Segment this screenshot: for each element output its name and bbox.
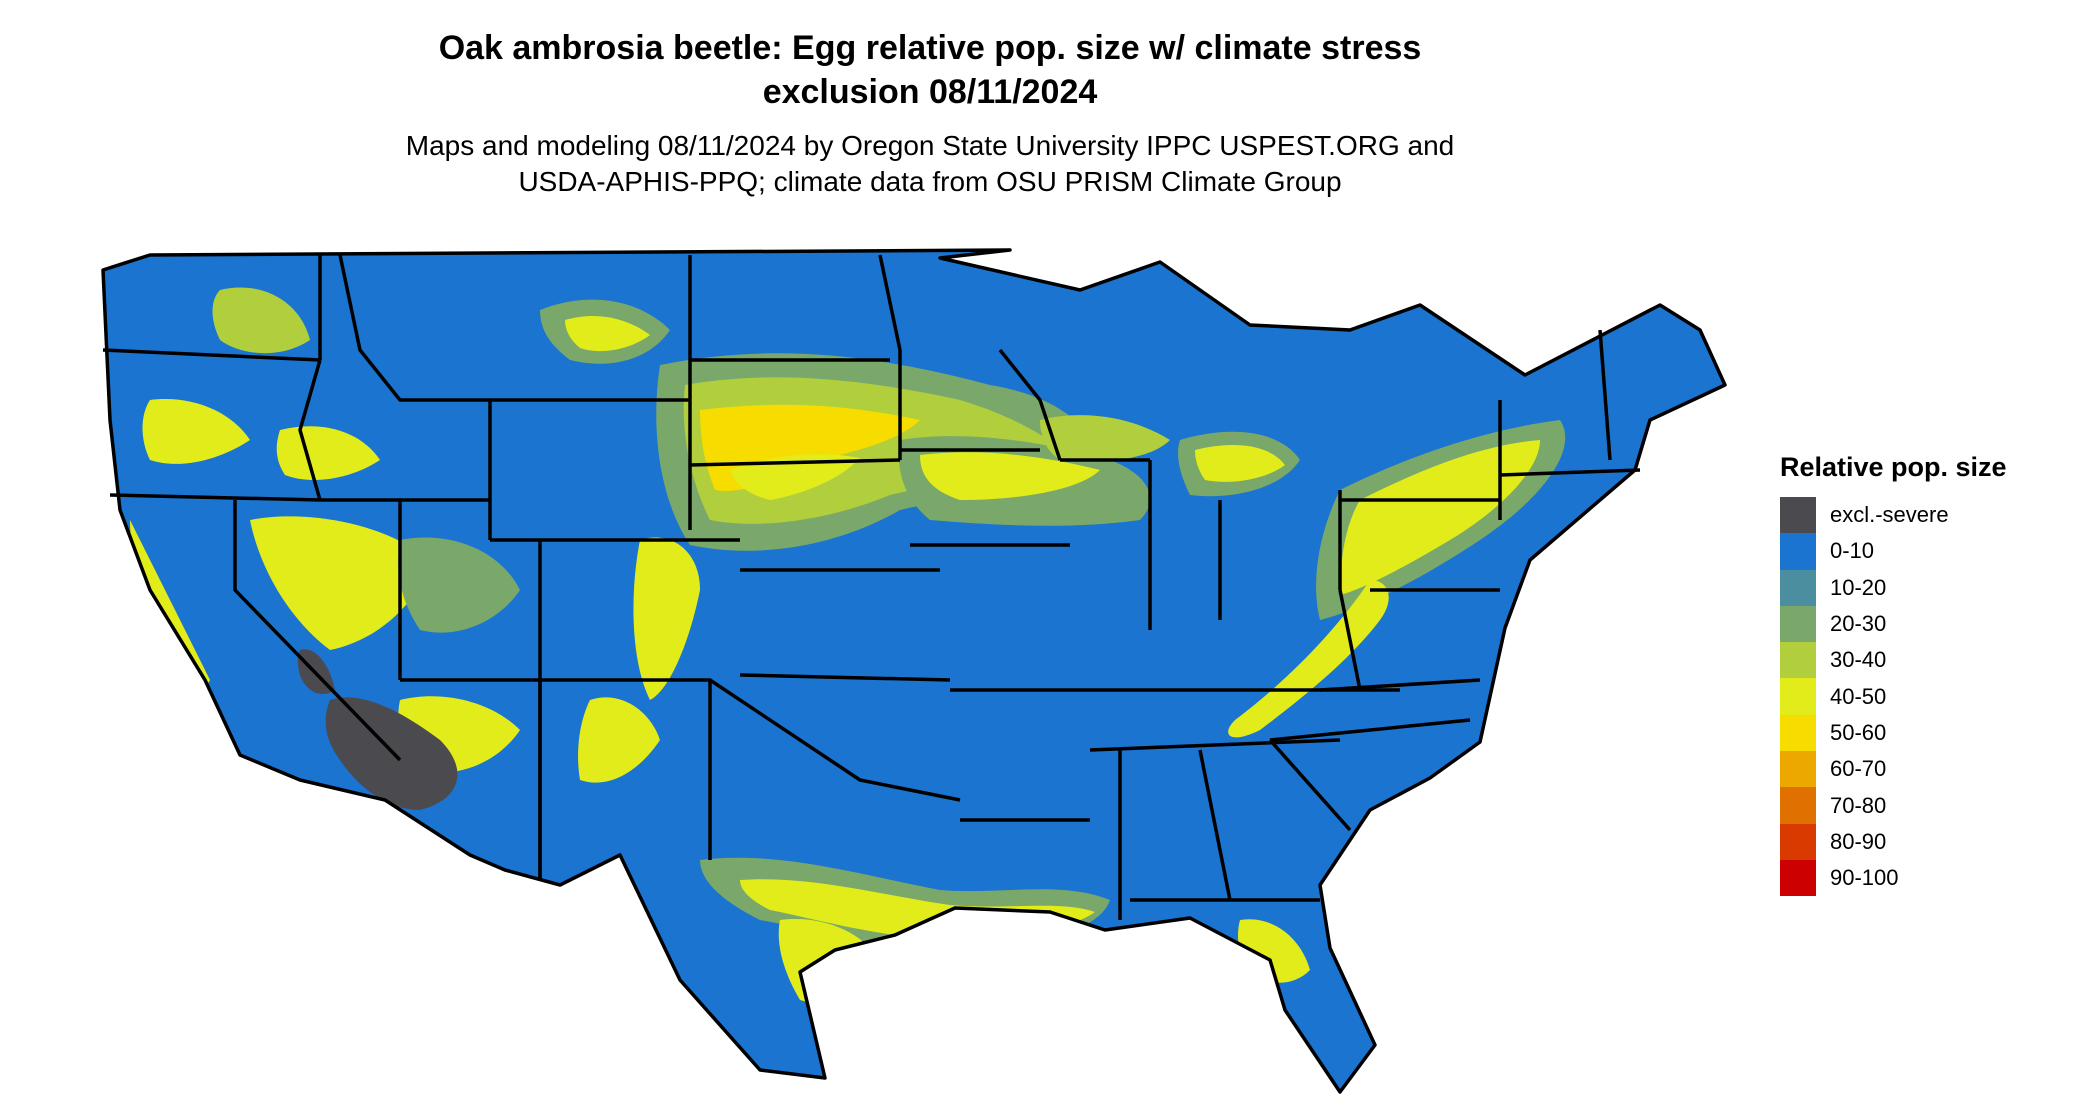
zone-new-mexico-40-50	[578, 697, 660, 783]
border-ma-ct	[1499, 468, 1641, 477]
border-or-ca-nv	[109, 493, 321, 502]
zone-northern-plains-40-50	[730, 454, 860, 500]
legend-label: 80-90	[1830, 828, 1887, 854]
legend-item: 50-60	[1780, 714, 2007, 752]
legend: Relative pop. size excl.-severe 0-10 10-20…	[1780, 452, 2007, 897]
legend-label: 50-60	[1830, 719, 1887, 745]
legend-swatch	[1780, 751, 1816, 788]
legend-label: 20-30	[1830, 611, 1887, 637]
map-title-line-2: exclusion 08/11/2024	[762, 73, 1098, 111]
legend-swatch	[1780, 823, 1816, 860]
legend-swatch	[1780, 642, 1816, 679]
border-mn-wi	[998, 348, 1062, 461]
border-id-mt	[338, 254, 490, 402]
zone-california-40-50	[130, 520, 210, 691]
map-subtitle-line-2: USDA-APHIS-PPQ; climate data from OSU PR…	[518, 166, 1342, 197]
legend-items: excl.-severe 0-10 10-20 20-30 30-40 40-50 50-6…	[1780, 497, 2007, 897]
border-tn-ms-al-ga	[1089, 738, 1341, 752]
zone-pacific-nw-30-40	[212, 287, 310, 354]
legend-item: 40-50	[1780, 678, 2007, 715]
border-wa-or	[102, 348, 321, 362]
legend-label: 70-80	[1830, 792, 1887, 818]
legend-title: Relative pop. size	[1780, 452, 2007, 482]
legend-label: 10-20	[1830, 574, 1887, 600]
zone-colorado-front-40-50	[633, 537, 700, 700]
legend-label: 60-70	[1830, 756, 1887, 782]
legend-label: 0-10	[1830, 538, 1875, 564]
border-dakotas-mn	[878, 254, 902, 460]
border-ca-nv	[233, 500, 402, 762]
zone-midwest-40-50	[920, 452, 1100, 500]
state-borders	[101, 248, 1727, 1094]
legend-item: 0-10	[1780, 533, 2007, 570]
border-nc-sc	[1269, 718, 1471, 742]
border-or-id	[298, 359, 322, 501]
legend-item: 90-100	[1780, 859, 2007, 897]
border-ga-sc	[1268, 738, 1352, 832]
zone-michigan-40-50	[1195, 445, 1285, 482]
zone-appalachian-40-50	[1228, 580, 1389, 738]
legend-item: 80-90	[1780, 823, 2007, 860]
legend-swatch	[1780, 569, 1816, 606]
legend-label: excl.-severe	[1830, 502, 1949, 528]
legend-label: 30-40	[1830, 647, 1887, 673]
zone-oregon-40-50	[142, 399, 250, 464]
legend-item: 20-30	[1780, 605, 2007, 643]
border-va-wv	[1338, 589, 1362, 691]
legend-item: excl.-severe	[1780, 497, 2007, 534]
legend-swatch	[1780, 605, 1816, 643]
us-population-map	[101, 248, 1727, 1094]
legend-swatch	[1780, 533, 1816, 570]
zone-wisconsin-30-40	[1040, 415, 1170, 462]
legend-swatch	[1780, 859, 1816, 897]
legend-item: 60-70	[1780, 751, 2007, 788]
legend-label: 40-50	[1830, 683, 1887, 709]
legend-swatch	[1780, 497, 1816, 534]
border-nh-me	[1598, 329, 1612, 461]
zone-nevada-utah-40-50	[250, 516, 430, 650]
legend-swatch	[1780, 678, 1816, 715]
zone-utah-20-30	[398, 537, 520, 633]
legend-item: 30-40	[1780, 642, 2007, 679]
border-al-ga	[1198, 749, 1232, 901]
suitability-zones	[130, 287, 1566, 1003]
legend-item: 70-80	[1780, 787, 2007, 824]
zone-montana-40-50	[565, 315, 650, 352]
legend-item: 10-20	[1780, 569, 2007, 606]
legend-swatch	[1780, 787, 1816, 824]
border-va-nc	[1319, 678, 1481, 692]
border-sd-ne	[689, 458, 901, 467]
legend-label: 90-100	[1830, 865, 1899, 891]
border-ks-ok	[739, 673, 951, 682]
map-title-line-1: Oak ambrosia beetle: Egg relative pop. s…	[438, 29, 1422, 67]
map-subtitle-line-1: Maps and modeling 08/11/2024 by Oregon S…	[405, 130, 1455, 161]
zone-northeast-40-50	[1340, 440, 1540, 595]
legend-swatch	[1780, 714, 1816, 752]
border-ok-tx	[709, 678, 961, 802]
